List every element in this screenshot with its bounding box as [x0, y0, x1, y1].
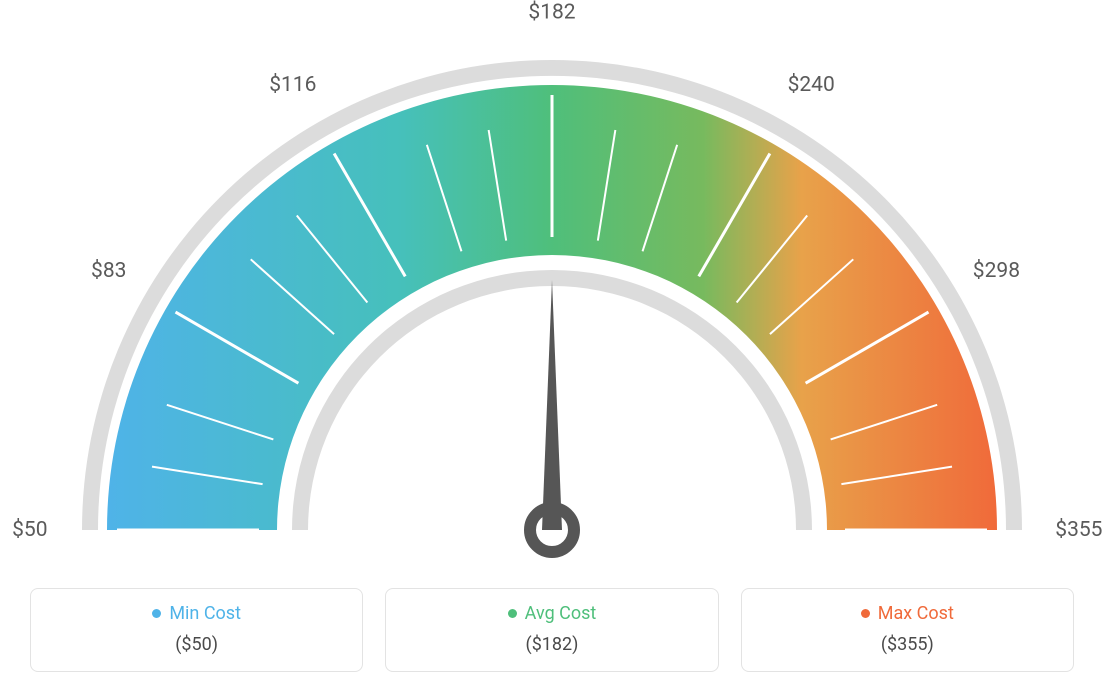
gauge-tick-label: $298: [973, 259, 1020, 283]
gauge-tick-label: $50: [12, 518, 47, 542]
legend-label-max: Max Cost: [878, 603, 954, 624]
gauge-svg: [0, 0, 1104, 570]
dot-icon: [508, 609, 517, 618]
dot-icon: [152, 609, 161, 618]
legend-value-min: ($50): [41, 634, 352, 655]
gauge-tick-label: $182: [528, 0, 575, 24]
legend-card-min: Min Cost ($50): [30, 588, 363, 672]
legend-label-avg: Avg Cost: [525, 603, 597, 624]
legend-title-max: Max Cost: [752, 603, 1063, 624]
legend-row: Min Cost ($50) Avg Cost ($182) Max Cost …: [30, 588, 1074, 672]
legend-title-avg: Avg Cost: [396, 603, 707, 624]
cost-gauge-container: $50 $83 $116 $182 $240 $298 $355 Min Cost ($50…: [0, 0, 1104, 690]
gauge-chart: $50 $83 $116 $182 $240 $298 $355: [0, 0, 1104, 570]
legend-value-max: ($355): [752, 634, 1063, 655]
legend-value-avg: ($182): [396, 634, 707, 655]
gauge-tick-label: $83: [91, 259, 126, 283]
legend-label-min: Min Cost: [169, 603, 241, 624]
legend-title-min: Min Cost: [41, 603, 352, 624]
gauge-tick-label: $116: [269, 74, 316, 98]
legend-card-max: Max Cost ($355): [741, 588, 1074, 672]
legend-card-avg: Avg Cost ($182): [385, 588, 718, 672]
gauge-tick-label: $355: [1055, 518, 1102, 542]
gauge-tick-label: $240: [788, 74, 835, 98]
dot-icon: [861, 609, 870, 618]
